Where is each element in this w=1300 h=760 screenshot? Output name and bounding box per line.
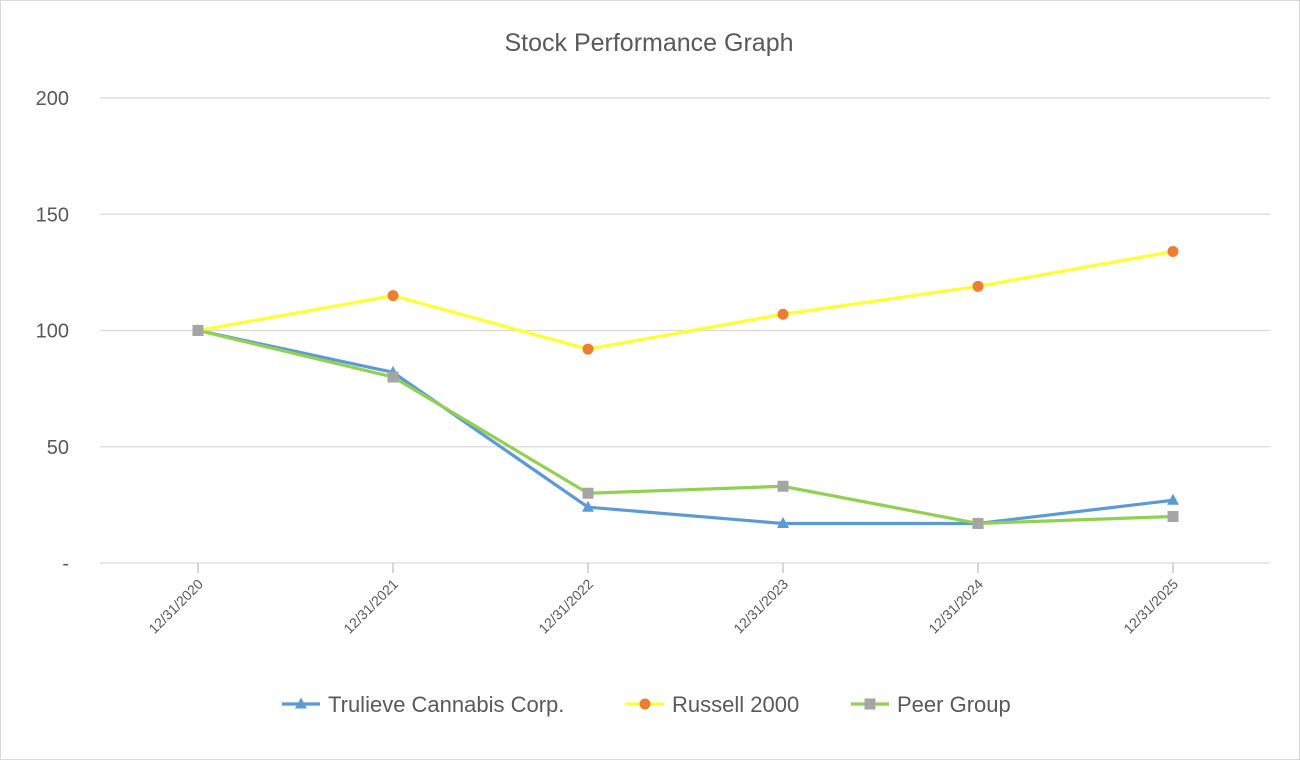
legend-item: Peer Group — [851, 692, 1011, 717]
y-tick-label: 200 — [36, 88, 69, 110]
y-axis-ticks: - 50 100 150 200 — [36, 88, 69, 575]
chart-title: Stock Performance Graph — [504, 29, 793, 57]
data-point — [582, 487, 594, 499]
series-line — [196, 249, 1175, 351]
y-tick-label: 50 — [47, 437, 69, 459]
legend-label: Russell 2000 — [672, 692, 799, 717]
x-tick-label: 12/31/2024 — [925, 576, 986, 637]
data-point — [1167, 245, 1179, 257]
series-line — [196, 328, 1175, 526]
legend-swatch-marker — [295, 697, 307, 709]
y-tick-label: 100 — [36, 321, 69, 343]
legend-swatch-marker — [864, 698, 876, 710]
data-point — [777, 516, 789, 528]
x-axis: 12/31/2020 12/31/2021 12/31/2022 12/31/2023… — [145, 563, 1181, 637]
data-point — [972, 517, 984, 529]
x-tick-label: 12/31/2023 — [730, 576, 791, 637]
y-tick-label: - — [62, 553, 69, 575]
legend-item: Russell 2000 — [626, 692, 799, 717]
data-point — [1167, 511, 1179, 522]
data-point — [1167, 493, 1179, 505]
legend-label: Trulieve Cannabis Corp. — [328, 692, 564, 717]
x-tick-label: 12/31/2022 — [535, 576, 596, 637]
legend: Trulieve Cannabis Corp. Russell 2000 Peer … — [282, 692, 1011, 717]
series-group — [192, 245, 1179, 529]
y-tick-label: 150 — [36, 204, 69, 226]
x-tick-label: 12/31/2020 — [145, 576, 206, 637]
x-tick-label: 12/31/2021 — [340, 576, 401, 637]
data-point — [192, 325, 204, 336]
series-2 — [192, 325, 1179, 529]
series-0 — [192, 324, 1179, 528]
data-point — [387, 290, 399, 302]
legend-swatch-marker — [639, 698, 651, 710]
data-point — [777, 480, 789, 492]
grid-lines — [100, 97, 1270, 564]
data-point — [582, 343, 594, 355]
data-point — [582, 500, 594, 512]
x-tick-label: 12/31/2025 — [1120, 576, 1181, 637]
data-point — [387, 371, 399, 383]
data-point — [777, 308, 789, 320]
legend-item: Trulieve Cannabis Corp. — [282, 692, 564, 717]
series-1 — [192, 245, 1179, 355]
data-point — [972, 280, 984, 292]
legend-label: Peer Group — [897, 692, 1011, 717]
series-line — [196, 328, 1175, 526]
